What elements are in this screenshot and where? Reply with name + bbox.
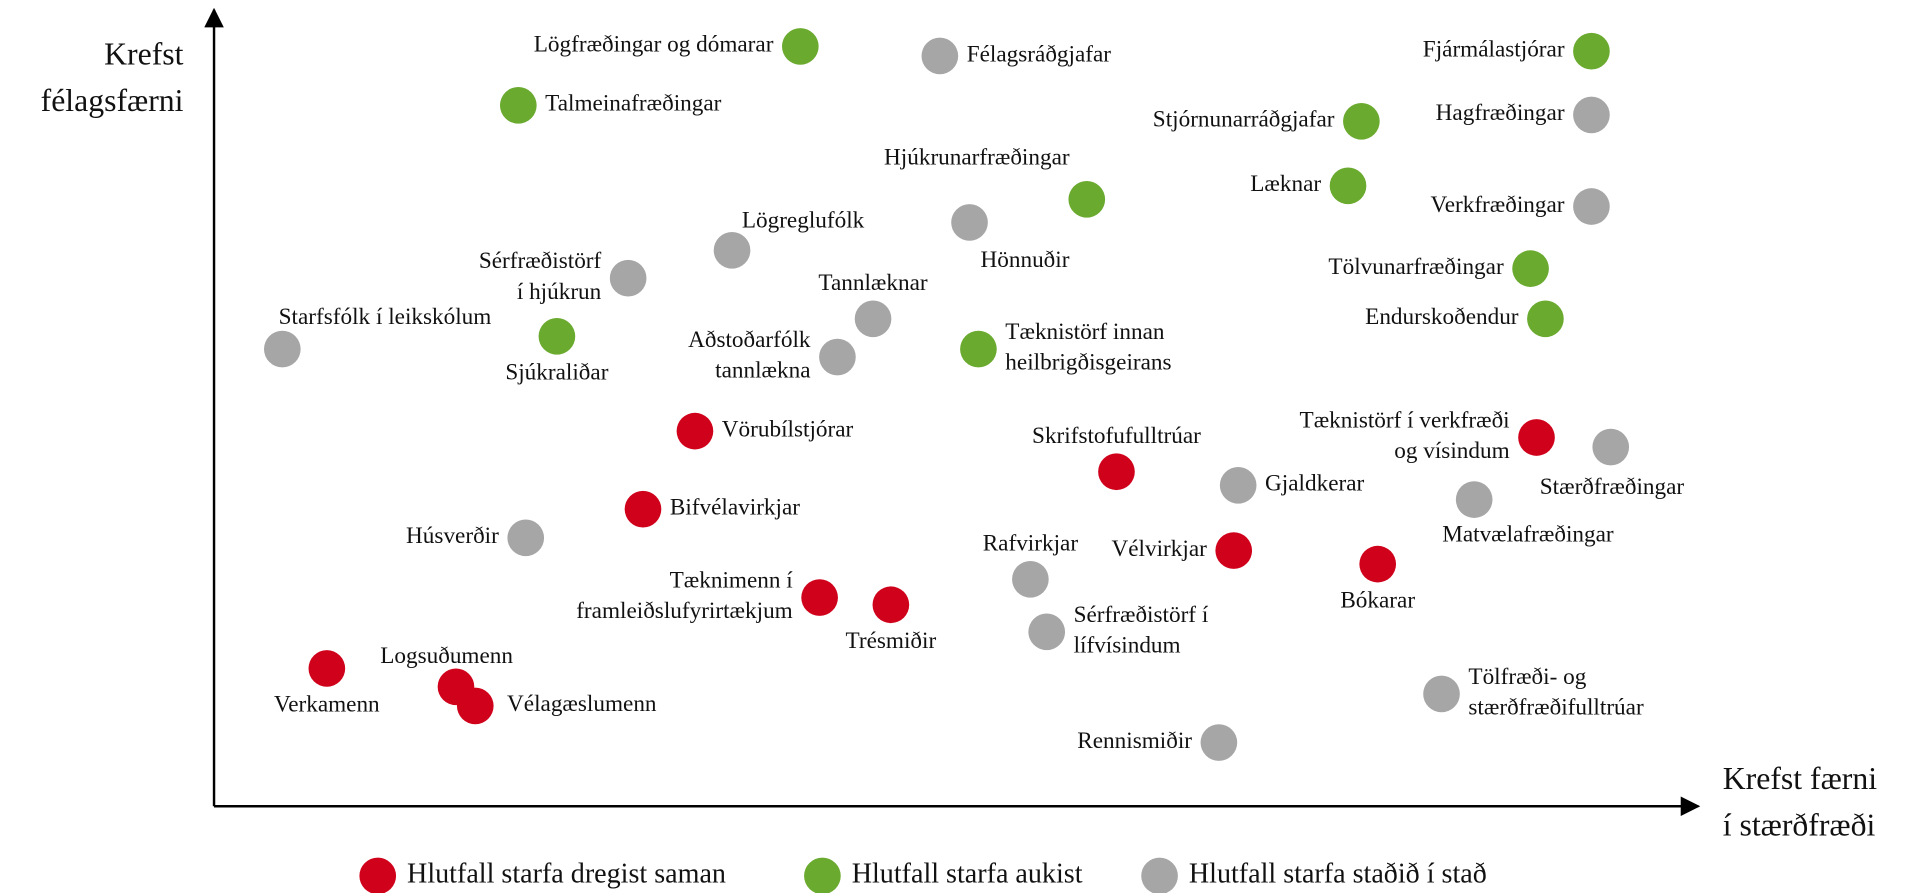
point-label: Tölfræði- og <box>1468 664 1586 690</box>
point <box>1012 560 1049 598</box>
point-label: Sérfræðistörf í <box>1074 602 1209 628</box>
point-label: Trésmiðir <box>846 628 937 654</box>
point-label: Húsverðir <box>406 523 499 549</box>
point <box>781 28 819 65</box>
point-label: heilbrigðisgeirans <box>1005 350 1171 376</box>
legend-marker <box>804 857 841 893</box>
point-label: Verkfræðingar <box>1431 192 1565 218</box>
point <box>499 87 537 124</box>
point-label: Læknar <box>1250 171 1321 197</box>
point <box>921 37 959 75</box>
point <box>1343 102 1380 140</box>
point-label: Endurskoðendur <box>1365 304 1519 330</box>
point-label: tannlækna <box>715 358 810 384</box>
point-label: Hagfræðingar <box>1436 100 1565 126</box>
point <box>819 338 856 376</box>
point-label: og vísindum <box>1394 438 1509 464</box>
point <box>1573 32 1610 70</box>
point-label: Verkamenn <box>274 692 380 718</box>
point <box>1098 453 1135 491</box>
point-label: Lögreglufólk <box>742 208 865 234</box>
point <box>1573 188 1610 225</box>
point-label: Hjúkrunarfræðingar <box>884 144 1070 170</box>
point <box>1592 428 1630 466</box>
point-label: Sjúkraliðar <box>505 360 608 386</box>
point-label: Aðstoðarfólk <box>688 327 811 353</box>
point <box>263 330 301 368</box>
point <box>1527 300 1564 338</box>
point-label: lífvísindum <box>1074 632 1181 658</box>
point-label: Fjármálastjórar <box>1423 37 1565 63</box>
point-label: Rennismiðir <box>1077 728 1192 754</box>
point-label: stærðfræðifulltrúar <box>1468 695 1644 721</box>
point-label: Stjórnunarráðgjafar <box>1153 107 1335 133</box>
point-label: Hönnuðir <box>981 247 1070 273</box>
point-label: Vélagæslumenn <box>507 691 657 717</box>
point <box>1573 96 1610 134</box>
point <box>676 412 714 450</box>
point <box>609 259 647 297</box>
point-label: Félagsráðgjafar <box>967 41 1112 67</box>
x-axis-label: Krefst færni <box>1723 761 1877 796</box>
point-label: framleiðslufyrirtækjum <box>576 598 793 624</box>
point-label: Lögfræðingar og dómarar <box>534 32 774 58</box>
point <box>624 490 662 528</box>
point <box>1423 675 1460 713</box>
point-label: Bifvélavirkjar <box>670 495 800 521</box>
point <box>1215 532 1253 569</box>
legend-label: Hlutfall starfa aukist <box>852 858 1083 889</box>
point-label: Stærðfræðingar <box>1540 474 1685 500</box>
point-label: Tannlæknar <box>818 270 927 296</box>
point <box>1329 167 1367 205</box>
point-label: Talmeinafræðingar <box>545 91 721 117</box>
point <box>1200 724 1238 761</box>
point-label: Skrifstofufulltrúar <box>1032 423 1201 449</box>
point <box>854 300 892 338</box>
point <box>1455 481 1493 518</box>
point <box>713 231 751 269</box>
point-label: Gjaldkerar <box>1265 471 1364 497</box>
x-axis-label: í stærðfræði <box>1723 808 1876 843</box>
point-label: Tæknimenn í <box>670 568 794 594</box>
legend-marker <box>1141 857 1178 893</box>
point <box>507 519 545 557</box>
legend-marker <box>359 857 397 893</box>
point <box>801 579 838 616</box>
point <box>872 586 910 624</box>
point <box>960 330 997 368</box>
point <box>1068 181 1106 218</box>
point <box>456 687 494 725</box>
point-label: Vörubílstjórar <box>722 416 854 442</box>
point <box>1359 545 1397 583</box>
point-label: Starfsfólk í leikskólum <box>279 304 492 330</box>
point-label: Logsuðumenn <box>380 643 513 669</box>
y-axis-label: Krefst <box>104 37 184 72</box>
legend-label: Hlutfall starfa staðið í stað <box>1189 858 1487 889</box>
point <box>538 318 576 355</box>
point <box>951 204 988 241</box>
point-label: Vélvirkjar <box>1111 536 1207 562</box>
legend-label: Hlutfall starfa dregist saman <box>407 858 726 889</box>
point-label: Matvælafræðingar <box>1442 522 1614 548</box>
point-label: í hjúkrun <box>517 279 602 305</box>
point <box>1219 466 1257 504</box>
point-label: Rafvirkjar <box>983 530 1079 556</box>
point-label: Bókarar <box>1340 587 1415 613</box>
point <box>1028 613 1066 651</box>
point-label: Sérfræðistörf <box>479 248 602 274</box>
point-label: Tölvunarfræðingar <box>1328 254 1504 280</box>
point <box>1512 250 1549 287</box>
point <box>308 650 346 687</box>
point <box>1518 419 1555 456</box>
point-label: Tæknistörf í verkfræði <box>1300 408 1510 434</box>
y-axis-label: félagsfærni <box>41 83 184 118</box>
point-label: Tæknistörf innan <box>1005 319 1165 345</box>
